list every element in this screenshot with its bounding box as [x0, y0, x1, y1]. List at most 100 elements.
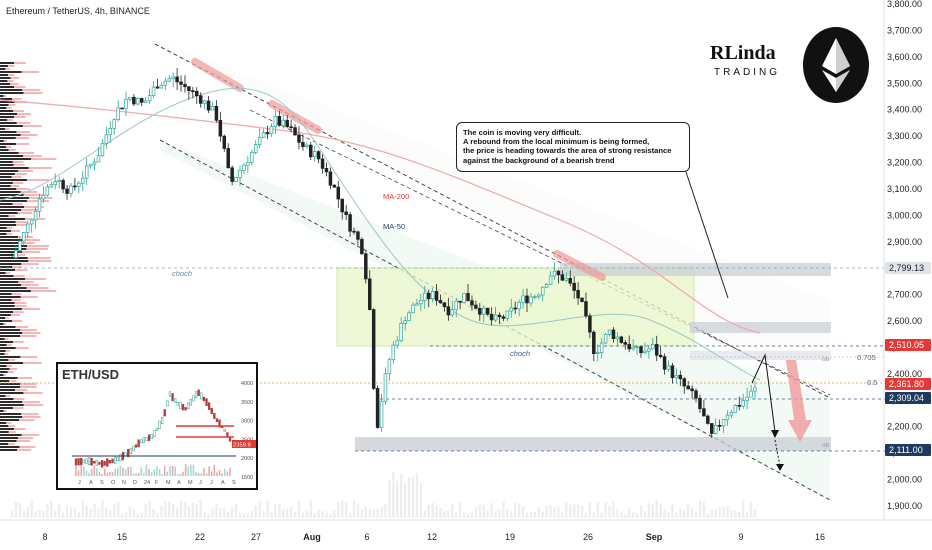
volume-profile-bar-sell: [3, 323, 7, 325]
volume-bar: [466, 513, 470, 518]
channel-mid-line[interactable]: [249, 109, 831, 396]
candle-body: [179, 81, 183, 85]
candle-body: [371, 309, 376, 389]
candle-body: [517, 301, 521, 310]
candle-body: [108, 127, 113, 136]
volume-bar: [85, 505, 88, 518]
inset-volume-bar: [130, 466, 132, 476]
candle-body: [403, 320, 407, 324]
candle-body: [364, 253, 368, 280]
volume-bar: [89, 508, 92, 518]
volume-profile-bar-sell: [5, 68, 10, 70]
candle-body: [619, 336, 624, 343]
volume-profile-bar: [0, 122, 17, 124]
volume-bar: [242, 513, 246, 518]
volume-bar: [101, 500, 104, 518]
volume-profile-bar: [0, 398, 14, 400]
volume-bar: [431, 502, 434, 518]
volume-profile-bar-sell: [6, 233, 12, 235]
volume-profile-bar: [0, 176, 12, 178]
volume-bar: [42, 510, 45, 518]
candle-body: [285, 119, 289, 128]
inset-chart[interactable]: ETH/USD 400035003000250020001500JASOND24…: [56, 362, 258, 490]
volume-bar: [384, 503, 387, 518]
inset-x-tick: 24: [144, 480, 150, 486]
fib-05-label: 0.5: [867, 378, 877, 387]
volume-profile-bar: [0, 242, 20, 244]
inset-candle: [210, 407, 213, 415]
volume-bar: [545, 505, 548, 518]
volume-bar: [376, 508, 379, 518]
candle-body: [501, 316, 506, 319]
volume-profile-bar: [0, 203, 13, 205]
candle-body: [167, 78, 171, 82]
volume-profile-bar-sell: [20, 335, 37, 337]
candle-body: [493, 314, 498, 321]
x-tick-label: 8: [42, 532, 47, 542]
inset-candle: [98, 461, 101, 465]
candle-body: [627, 343, 631, 350]
volume-profile-bar-sell: [8, 431, 16, 433]
volume-profile-bar: [0, 221, 16, 223]
candle-body: [678, 374, 683, 380]
candle-body: [489, 313, 494, 321]
candle-body: [281, 119, 286, 126]
volume-profile-bar: [0, 128, 6, 130]
volume-profile-bar: [0, 167, 29, 169]
ma-50-line[interactable]: [0, 87, 761, 381]
volume-profile-bar: [0, 251, 22, 253]
candle-body: [250, 152, 254, 163]
ob-zone-upper[interactable]: [690, 351, 831, 360]
inset-candle: [194, 391, 198, 399]
inset-candle: [111, 458, 114, 464]
candle-body: [29, 219, 34, 225]
candle-body: [344, 211, 348, 215]
volume-bar: [230, 506, 234, 518]
volume-profile-bar: [0, 113, 18, 115]
inset-x-tick: M: [166, 480, 171, 486]
inset-candle: [155, 427, 159, 431]
inset-candle: [187, 402, 190, 410]
volume-profile-bar-sell: [7, 65, 15, 67]
candle-body: [246, 162, 250, 166]
volume-bar: [415, 472, 419, 518]
inset-volume-bar: [205, 473, 208, 476]
candle-body: [698, 397, 702, 410]
volume-profile-bar-sell: [27, 179, 50, 181]
ob-label-2: ob: [822, 442, 830, 449]
volume-profile-bar: [0, 272, 6, 274]
channel-upper-line[interactable]: [154, 43, 831, 399]
candle-body: [753, 387, 757, 392]
volume-profile-bar: [0, 287, 27, 289]
volume-profile-bar-sell: [8, 359, 16, 361]
candle-body: [277, 116, 282, 126]
candle-body: [423, 292, 427, 301]
volume-profile-bar-sell: [18, 170, 34, 172]
volume-profile-bar-sell: [15, 221, 29, 223]
volume-profile-bar: [0, 206, 25, 208]
volume-profile-bar: [0, 338, 5, 340]
volume-profile-bar: [0, 65, 8, 67]
volume-profile-bar-sell: [4, 353, 9, 355]
inset-volume-bar: [208, 466, 210, 476]
volume-profile-bar-sell: [21, 413, 39, 415]
choch-label-2: choch: [510, 349, 530, 358]
inset-price-label: 2359.9: [233, 443, 251, 449]
resistance-zone-mid[interactable]: [690, 322, 831, 333]
volume-profile-bar-sell: [16, 143, 30, 145]
inset-volume-bar: [221, 473, 223, 476]
ma-200-line[interactable]: [0, 99, 761, 334]
candle-body: [206, 100, 211, 111]
ma200-label: MA-200: [383, 192, 409, 201]
volume-bar: [191, 503, 195, 518]
candle-body: [415, 303, 419, 306]
volume-bar: [274, 504, 277, 518]
candle-body: [603, 334, 608, 344]
volume-bar: [690, 508, 694, 518]
volume-profile-bar: [0, 293, 12, 295]
candle-body: [210, 105, 215, 111]
ob-zone-lower[interactable]: [355, 437, 831, 451]
ma50-label: MA-50: [383, 222, 405, 231]
resistance-zone-top[interactable]: [560, 263, 831, 276]
